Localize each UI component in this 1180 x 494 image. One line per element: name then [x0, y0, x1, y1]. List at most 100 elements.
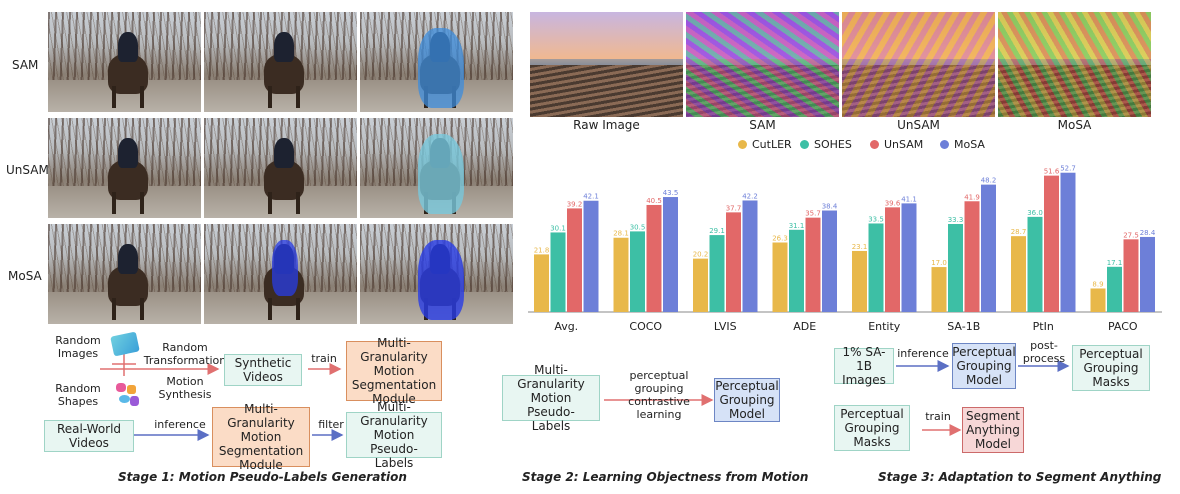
bar-mosa-3	[822, 210, 837, 312]
data-label: 41.1	[901, 195, 917, 203]
stage3-pgm-box: Perceptual Grouping Model	[952, 343, 1016, 389]
bar-mosa-1	[663, 197, 678, 312]
benchmark-bar-chart: 21.8 30.1 39.242.1 Avg. 28.130.5 40.543.5 COCO…	[528, 165, 1162, 333]
data-label: 28.7	[1011, 228, 1027, 236]
data-label: 33.3	[948, 216, 964, 224]
row-label-mosa: MoSA	[8, 269, 42, 283]
stage3-title: Stage 3: Adaptation to Segment Anything	[878, 470, 1162, 484]
city-scene-image	[842, 12, 995, 117]
legend-item-sohes: SOHES	[800, 138, 852, 151]
bar-mosa-5	[981, 184, 996, 312]
data-label: 37.7	[726, 204, 742, 212]
bar-unsam-4	[885, 207, 900, 312]
stage2-output-box: Perceptual Grouping Model	[714, 378, 780, 422]
x-tick-label: PtIn	[1033, 320, 1054, 333]
data-label: 48.2	[981, 177, 997, 185]
bar-sohes-3	[789, 229, 804, 312]
bar-sohes-0	[550, 232, 566, 312]
mgms-module-bottom-box: Multi-Granularity Motion Segmentation Mo…	[212, 402, 310, 472]
data-label: 40.5	[646, 197, 662, 205]
data-label: 21.8	[534, 246, 550, 254]
bar-unsam-2	[726, 212, 741, 312]
pg-masks-bottom-box: Perceptual Grouping Masks	[834, 405, 910, 451]
horse-photo	[204, 224, 357, 324]
bar-unsam-5	[964, 201, 980, 312]
bar-cutler-0	[534, 254, 549, 312]
data-label: 39.6	[885, 199, 901, 207]
x-tick-label: SA-1B	[947, 320, 980, 333]
random-shapes-icon	[116, 383, 142, 409]
stage2-title: Stage 2: Learning Objectness from Motion	[522, 470, 809, 484]
bar-mosa-6	[1060, 172, 1076, 312]
horse-photo	[48, 12, 201, 112]
data-label: 20.2	[693, 251, 709, 259]
caption-mosa: MoSA	[1057, 118, 1092, 132]
stage2-arrow	[604, 394, 714, 406]
horse-photo	[360, 118, 513, 218]
stage1-title: Stage 1: Motion Pseudo-Labels Generation	[118, 470, 407, 484]
legend-item-unsam: UnSAM	[870, 138, 923, 151]
city-scene-image	[998, 12, 1151, 117]
legend-label: SOHES	[814, 138, 852, 151]
horse-photo	[204, 118, 357, 218]
legend-label: CutLER	[752, 138, 792, 151]
real-world-videos-box: Real-World Videos	[44, 420, 134, 452]
city-scene-image	[686, 12, 839, 117]
bar-unsam-1	[646, 204, 662, 312]
city-scene-image	[530, 12, 683, 117]
mgms-module-top-box: Multi-Granularity Motion Segmentation Mo…	[346, 336, 442, 406]
bar-sohes-6	[1027, 216, 1043, 312]
data-label: 29.1	[709, 227, 725, 235]
data-label: 30.1	[550, 224, 566, 232]
data-label: 28.4	[1140, 229, 1156, 237]
data-label: 51.6	[1044, 168, 1060, 176]
caption-raw-image: Raw Image	[573, 118, 640, 132]
bar-sohes-4	[868, 223, 884, 312]
synthetic-videos-box: Synthetic Videos	[224, 354, 302, 386]
stage2-arrow-label: perceptual grouping contrastive learning	[628, 369, 690, 421]
horse-photo	[360, 224, 513, 324]
horse-photo	[204, 12, 357, 112]
legend-swatch	[738, 140, 747, 149]
x-tick-label: PACO	[1108, 320, 1138, 333]
motion-synthesis-label: Motion Synthesis	[158, 375, 212, 401]
pg-masks-top-box: Perceptual Grouping Masks	[1072, 345, 1150, 391]
data-label: 38.4	[822, 203, 838, 211]
data-label: 39.2	[567, 200, 583, 208]
data-label: 27.5	[1123, 231, 1139, 239]
post-process-label: post- process	[1022, 339, 1066, 365]
bar-sohes-1	[630, 231, 645, 312]
inference-label-stage3: inference	[897, 347, 949, 360]
horse-photo	[48, 224, 201, 324]
data-label: 28.1	[613, 230, 629, 238]
sa1b-images-box: 1% SA-1B Images	[834, 345, 894, 387]
bar-mosa-0	[583, 200, 599, 312]
inference-label-stage1: inference	[154, 418, 206, 431]
row-label-unsam: UnSAM	[6, 163, 49, 177]
row-label-sam: SAM	[12, 58, 39, 72]
data-label: 31.1	[789, 222, 805, 230]
legend-label: UnSAM	[884, 138, 924, 151]
data-label: 42.1	[583, 193, 599, 201]
x-tick-label: ADE	[793, 320, 816, 333]
train-label-stage1: train	[311, 352, 337, 365]
bar-mosa-7	[1140, 236, 1155, 312]
bar-sohes-2	[709, 235, 725, 312]
data-label: 8.9	[1092, 280, 1103, 288]
bar-cutler-4	[852, 250, 867, 312]
data-label: 36.0	[1027, 209, 1043, 217]
random-shapes-label: Random Shapes	[55, 382, 101, 408]
train-label-stage3: train	[925, 410, 951, 423]
caption-sam: SAM	[749, 118, 776, 132]
bar-cutler-3	[772, 242, 788, 312]
legend-item-mosa: MoSA	[940, 138, 985, 151]
data-label: 42.2	[742, 192, 758, 200]
bar-unsam-0	[567, 208, 582, 312]
data-label: 52.7	[1060, 165, 1076, 173]
bar-cutler-6	[1011, 236, 1026, 312]
horse-photo	[360, 12, 513, 112]
legend-label: MoSA	[954, 138, 985, 151]
bar-mosa-4	[901, 203, 917, 312]
horse-photo	[48, 118, 201, 218]
bar-sohes-7	[1107, 266, 1122, 312]
